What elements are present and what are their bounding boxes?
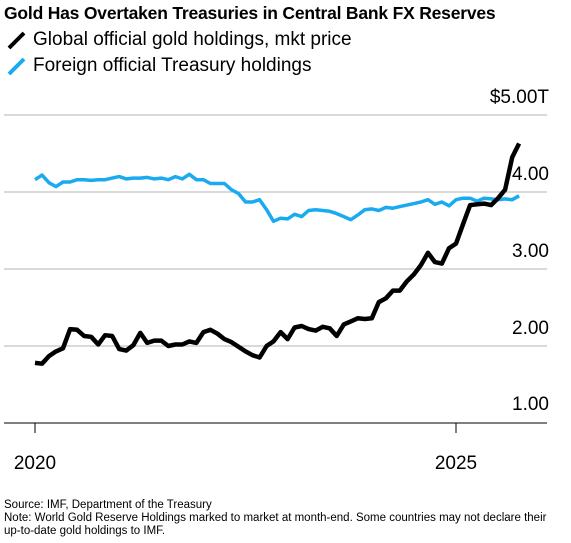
chart-footer: Source: IMF, Department of the Treasury …	[4, 499, 564, 538]
chart-title: Gold Has Overtaken Treasuries in Central…	[4, 3, 496, 23]
legend-swatch-gold	[6, 27, 28, 53]
series-line-gold	[34, 142, 522, 366]
x-tick-label: 2025	[435, 453, 477, 474]
x-tick-label: 2020	[14, 453, 56, 474]
y-tick-label: 4.00	[512, 164, 549, 185]
y-tick-label: $5.00T	[490, 87, 550, 108]
series-line-treasury	[34, 172, 520, 224]
legend-label-treasury: Foreign official Treasury holdings	[33, 55, 312, 76]
y-tick-label: 2.00	[512, 318, 549, 339]
legend-item-treasury: Foreign official Treasury holdings	[6, 53, 352, 79]
source-note: Source: IMF, Department of the Treasury	[4, 499, 212, 511]
y-tick-label: 3.00	[512, 241, 549, 262]
legend-swatch-treasury	[6, 53, 28, 79]
legend: Global official gold holdings, mkt price…	[6, 27, 352, 79]
legend-item-gold: Global official gold holdings, mkt price	[6, 27, 352, 53]
footnote: Note: World Gold Reserve Holdings marked…	[4, 512, 547, 537]
legend-label-gold: Global official gold holdings, mkt price	[33, 29, 352, 50]
y-tick-label: 1.00	[512, 394, 549, 415]
chart-plot: 1.00 2.00 3.00 4.00 $5.00T 2020 2025	[4, 87, 550, 474]
